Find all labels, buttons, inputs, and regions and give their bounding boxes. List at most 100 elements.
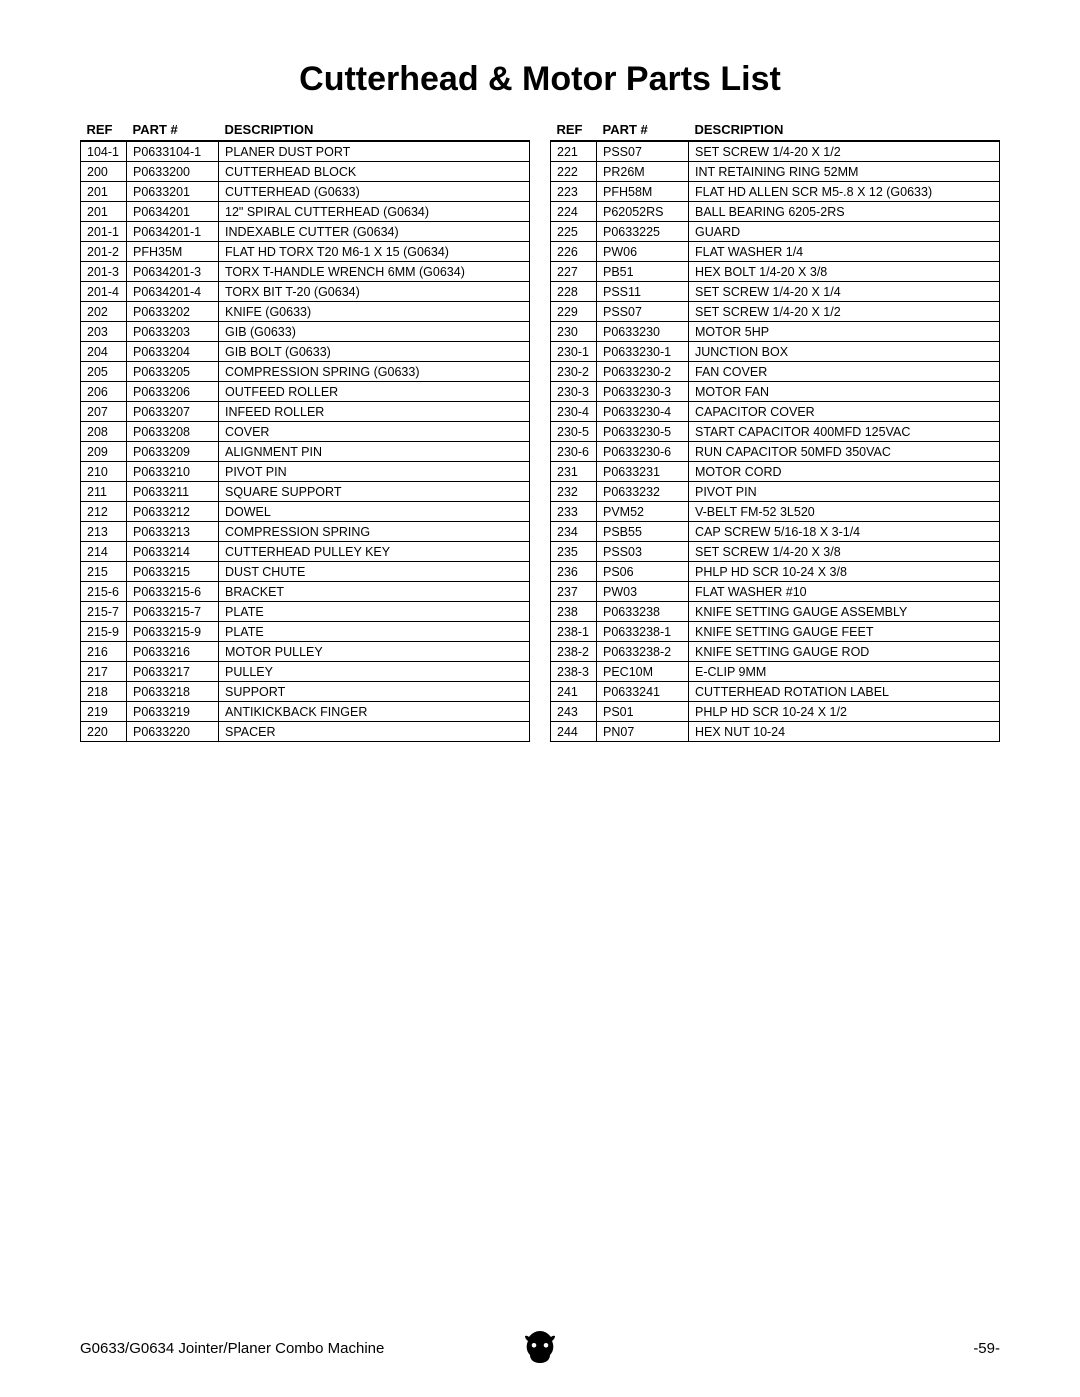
cell-part: P0633203 <box>127 322 219 342</box>
cell-desc: V-BELT FM-52 3L520 <box>689 502 1000 522</box>
cell-part: P0633205 <box>127 362 219 382</box>
cell-desc: FLAT HD TORX T20 M6-1 X 15 (G0634) <box>219 242 530 262</box>
cell-desc: FLAT WASHER #10 <box>689 582 1000 602</box>
table-row: 235PSS03SET SCREW 1/4-20 X 3/8 <box>551 542 1000 562</box>
parts-table-right: REF PART # DESCRIPTION 221PSS07SET SCREW… <box>550 119 1000 742</box>
table-row: 201-2PFH35MFLAT HD TORX T20 M6-1 X 15 (G… <box>81 242 530 262</box>
cell-desc: KNIFE SETTING GAUGE ASSEMBLY <box>689 602 1000 622</box>
cell-desc: PIVOT PIN <box>689 482 1000 502</box>
cell-ref: 226 <box>551 242 597 262</box>
cell-part: PEC10M <box>597 662 689 682</box>
cell-desc: ANTIKICKBACK FINGER <box>219 702 530 722</box>
col-ref: REF <box>551 119 597 141</box>
cell-desc: INFEED ROLLER <box>219 402 530 422</box>
cell-part: P0633230-3 <box>597 382 689 402</box>
cell-ref: 215-7 <box>81 602 127 622</box>
cell-ref: 238-1 <box>551 622 597 642</box>
cell-ref: 204 <box>81 342 127 362</box>
cell-desc: PULLEY <box>219 662 530 682</box>
cell-desc: FLAT WASHER 1/4 <box>689 242 1000 262</box>
cell-part: P0633217 <box>127 662 219 682</box>
cell-ref: 215-9 <box>81 622 127 642</box>
cell-part: PSS11 <box>597 282 689 302</box>
cell-part: PVM52 <box>597 502 689 522</box>
cell-desc: GUARD <box>689 222 1000 242</box>
cell-desc: CAPACITOR COVER <box>689 402 1000 422</box>
cell-desc: COMPRESSION SPRING (G0633) <box>219 362 530 382</box>
cell-ref: 238-3 <box>551 662 597 682</box>
col-part: PART # <box>597 119 689 141</box>
cell-ref: 207 <box>81 402 127 422</box>
table-row: 216P0633216MOTOR PULLEY <box>81 642 530 662</box>
cell-part: P0633200 <box>127 162 219 182</box>
cell-ref: 222 <box>551 162 597 182</box>
cell-part: P0634201 <box>127 202 219 222</box>
cell-part: P0633104-1 <box>127 141 219 162</box>
table-row: 228PSS11SET SCREW 1/4-20 X 1/4 <box>551 282 1000 302</box>
cell-desc: INDEXABLE CUTTER (G0634) <box>219 222 530 242</box>
table-row: 229PSS07SET SCREW 1/4-20 X 1/2 <box>551 302 1000 322</box>
cell-desc: ALIGNMENT PIN <box>219 442 530 462</box>
cell-desc: OUTFEED ROLLER <box>219 382 530 402</box>
table-row: 222PR26MINT RETAINING RING 52MM <box>551 162 1000 182</box>
cell-part: P0633208 <box>127 422 219 442</box>
cell-part: P0633213 <box>127 522 219 542</box>
cell-part: PFH58M <box>597 182 689 202</box>
cell-part: P0633211 <box>127 482 219 502</box>
cell-desc: MOTOR FAN <box>689 382 1000 402</box>
table-row: 237PW03FLAT WASHER #10 <box>551 582 1000 602</box>
cell-desc: START CAPACITOR 400MFD 125VAC <box>689 422 1000 442</box>
table-row: 238-1P0633238-1KNIFE SETTING GAUGE FEET <box>551 622 1000 642</box>
cell-part: P0633225 <box>597 222 689 242</box>
cell-part: PN07 <box>597 722 689 742</box>
cell-desc: BALL BEARING 6205-2RS <box>689 202 1000 222</box>
cell-ref: 214 <box>81 542 127 562</box>
table-row: 209P0633209ALIGNMENT PIN <box>81 442 530 462</box>
footer-right: -59- <box>973 1340 1000 1357</box>
cell-desc: KNIFE SETTING GAUGE FEET <box>689 622 1000 642</box>
cell-desc: DUST CHUTE <box>219 562 530 582</box>
cell-ref: 200 <box>81 162 127 182</box>
cell-part: P0633209 <box>127 442 219 462</box>
cell-ref: 212 <box>81 502 127 522</box>
table-row: 218P0633218SUPPORT <box>81 682 530 702</box>
cell-ref: 230 <box>551 322 597 342</box>
table-row: 215-6P0633215-6BRACKET <box>81 582 530 602</box>
cell-part: P0634201-1 <box>127 222 219 242</box>
table-row: 219P0633219ANTIKICKBACK FINGER <box>81 702 530 722</box>
page-footer: G0633/G0634 Jointer/Planer Combo Machine… <box>80 1340 1000 1357</box>
cell-desc: TORX BIT T-20 (G0634) <box>219 282 530 302</box>
cell-ref: 201-3 <box>81 262 127 282</box>
cell-ref: 224 <box>551 202 597 222</box>
cell-part: P0633214 <box>127 542 219 562</box>
table-row: 244PN07HEX NUT 10-24 <box>551 722 1000 742</box>
table-row: 203P0633203GIB (G0633) <box>81 322 530 342</box>
cell-ref: 238 <box>551 602 597 622</box>
cell-ref: 227 <box>551 262 597 282</box>
cell-desc: CUTTERHEAD BLOCK <box>219 162 530 182</box>
cell-part: P0633230 <box>597 322 689 342</box>
table-row: 230P0633230MOTOR 5HP <box>551 322 1000 342</box>
cell-part: P0634201-3 <box>127 262 219 282</box>
cell-ref: 201 <box>81 182 127 202</box>
cell-ref: 208 <box>81 422 127 442</box>
cell-ref: 213 <box>81 522 127 542</box>
cell-desc: KNIFE SETTING GAUGE ROD <box>689 642 1000 662</box>
cell-desc: MOTOR PULLEY <box>219 642 530 662</box>
cell-part: P0634201-4 <box>127 282 219 302</box>
cell-ref: 232 <box>551 482 597 502</box>
col-ref: REF <box>81 119 127 141</box>
table-row: 213P0633213COMPRESSION SPRING <box>81 522 530 542</box>
cell-part: P0633238-2 <box>597 642 689 662</box>
cell-part: P0633212 <box>127 502 219 522</box>
page-title: Cutterhead & Motor Parts List <box>80 60 1000 99</box>
table-row: 238-3PEC10ME-CLIP 9MM <box>551 662 1000 682</box>
cell-ref: 223 <box>551 182 597 202</box>
table-row: 221PSS07SET SCREW 1/4-20 X 1/2 <box>551 141 1000 162</box>
table-row: 234PSB55CAP SCREW 5/16-18 X 3-1/4 <box>551 522 1000 542</box>
cell-part: PSB55 <box>597 522 689 542</box>
cell-desc: SQUARE SUPPORT <box>219 482 530 502</box>
table-row: 241P0633241CUTTERHEAD ROTATION LABEL <box>551 682 1000 702</box>
cell-part: PB51 <box>597 262 689 282</box>
cell-ref: 220 <box>81 722 127 742</box>
